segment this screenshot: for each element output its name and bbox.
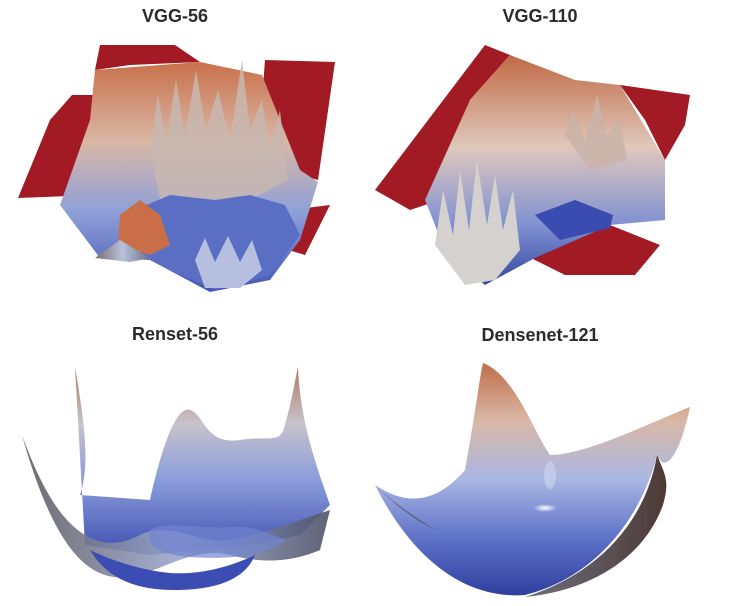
panel-title: VGG-56 [141,6,209,26]
panel-densenet121: Densenet-121 [365,305,731,606]
panel-title: Renset-56 [131,324,219,344]
loss-surface-vgg110 [375,45,690,285]
loss-surface-vgg56 [18,45,335,292]
panel-title: Densenet-121 [481,325,599,345]
panel-resnet56: Renset-56 [0,305,365,606]
loss-surface-resnet56 [22,367,330,590]
panel-vgg56: VGG-56 [0,0,365,300]
panel-vgg110: VGG-110 [365,0,731,300]
loss-surface-densenet121 [375,363,690,597]
panel-title: VGG-110 [502,6,578,26]
